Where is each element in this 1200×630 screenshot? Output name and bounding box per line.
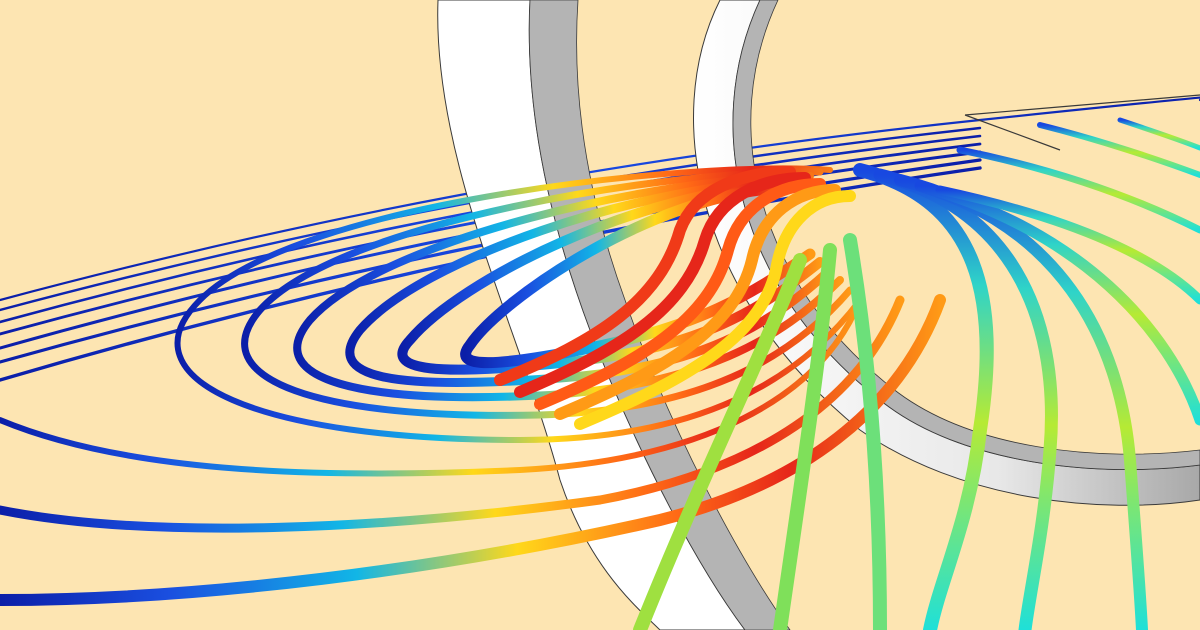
field-line	[0, 96, 1200, 302]
field-line	[514, 172, 811, 398]
field-line	[534, 178, 826, 410]
field-line	[494, 166, 796, 386]
field-line	[0, 142, 982, 336]
field-line	[0, 126, 982, 312]
core-field-bundle	[494, 166, 856, 430]
field-line	[554, 184, 841, 420]
field-line	[293, 172, 844, 402]
loop-field-lines	[174, 165, 863, 444]
right-fan-field-lines	[853, 117, 1200, 630]
field-line	[633, 253, 807, 630]
field-line	[460, 182, 816, 369]
field-line	[1037, 122, 1200, 178]
lower-fan-field-lines	[633, 233, 887, 630]
field-line	[0, 295, 905, 533]
field-line	[0, 297, 863, 477]
field-line	[853, 163, 994, 630]
field-line	[174, 165, 863, 444]
field-line	[894, 174, 1148, 630]
field-line	[241, 168, 854, 419]
field-line	[843, 233, 887, 630]
field-line	[956, 146, 1200, 234]
field-line	[0, 134, 982, 324]
field-line	[345, 175, 835, 388]
field-line	[935, 185, 1200, 305]
field-line	[914, 180, 1200, 426]
field-line	[873, 168, 1058, 630]
field-line	[773, 243, 837, 630]
field-line	[1117, 117, 1200, 151]
boundary-outline	[964, 94, 1200, 151]
field-line	[574, 190, 856, 430]
